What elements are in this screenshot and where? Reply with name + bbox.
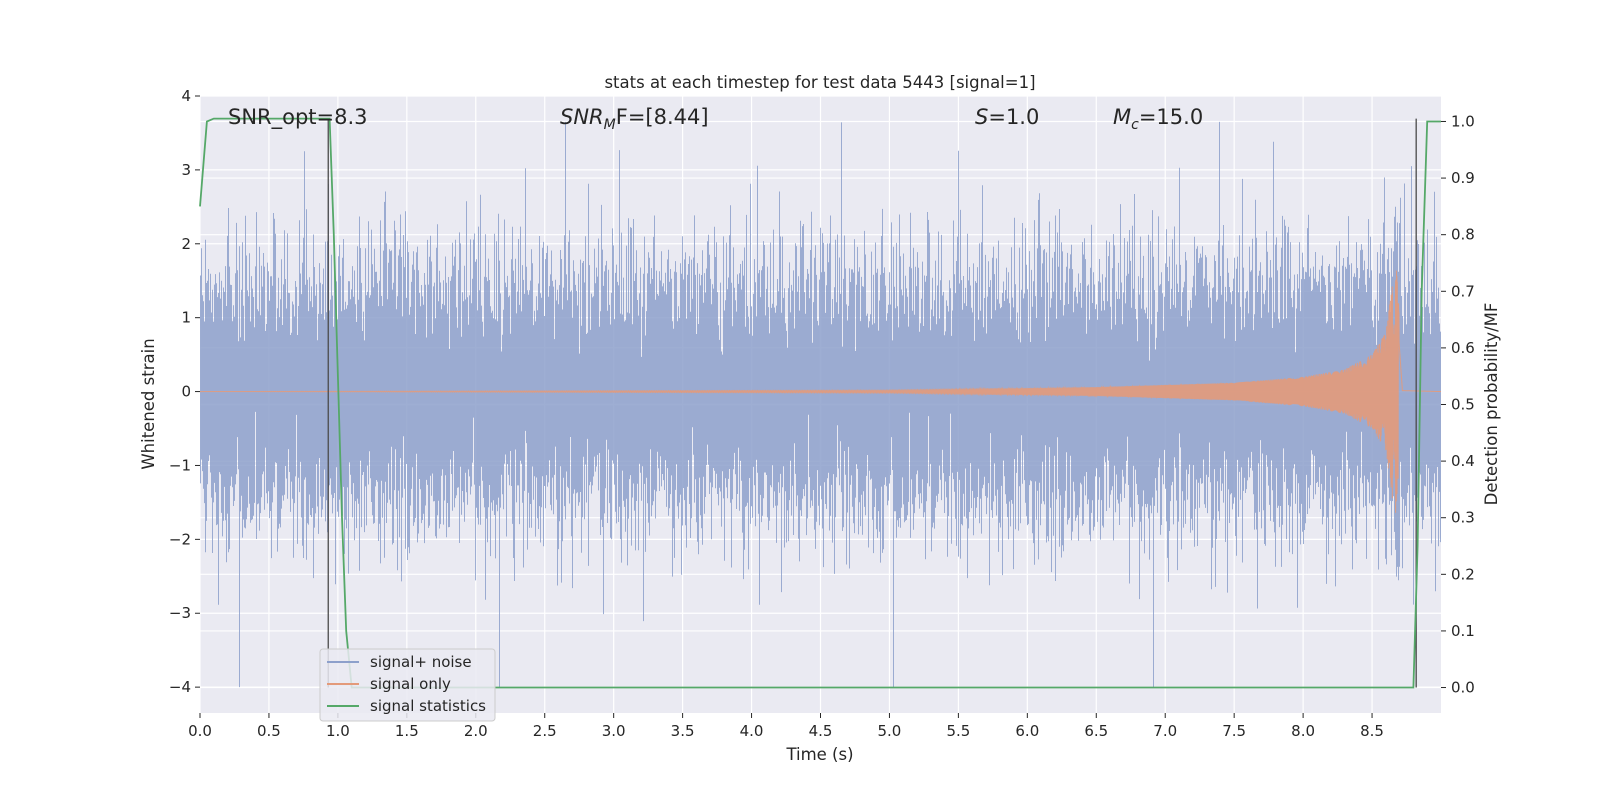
y-tick-label: −4 [169, 678, 191, 696]
x-tick-label: 2.5 [533, 722, 557, 740]
x-tick-label: 3.5 [671, 722, 695, 740]
annotation-s: S=1.0 [975, 105, 1039, 129]
y-tick-label: −2 [169, 530, 191, 548]
series-signal-statistics [199, 117, 1441, 689]
x-tick-label: 8.5 [1360, 722, 1384, 740]
y-tick-label: 0 [181, 383, 191, 401]
y-right-tick-label: 0.8 [1451, 226, 1475, 244]
x-tick-label: 5.0 [878, 722, 902, 740]
annotation-mc-var: M [1113, 105, 1131, 129]
legend-label-signal-plus-noise: signal+ noise [370, 653, 472, 671]
y-tick-label: −1 [169, 456, 191, 474]
x-tick-label: 5.5 [946, 722, 970, 740]
y-tick-label: 1 [181, 309, 191, 327]
x-tick-label: 7.5 [1222, 722, 1246, 740]
annotation-mc: Mc=15.0 [1113, 105, 1203, 133]
annotation-snr-mf-sub: M [604, 117, 616, 133]
x-tick-label: 4.0 [740, 722, 764, 740]
axis-ticks: 0.0 0.5 1.0 1.5 2.0 2.5 3.0 3.5 4.0 4.5 5.0 5.5 6.0 6… [169, 87, 1475, 740]
y-tick-label: 2 [181, 235, 191, 253]
series-signal-plus-noise [200, 121, 1441, 688]
x-tick-label: 1.0 [326, 722, 350, 740]
y-right-tick-label: 0.6 [1451, 339, 1475, 357]
chart-title: stats at each timestep for test data 544… [604, 73, 1035, 92]
y-right-tick-label: 0.1 [1451, 622, 1475, 640]
signal-plus-noise-trace [200, 121, 1441, 688]
signal-only-trace [200, 270, 1441, 513]
y-right-tick-label: 0.4 [1451, 452, 1475, 470]
y-tick-label: −3 [169, 604, 191, 622]
legend-label-signal-statistics: signal statistics [370, 697, 486, 715]
x-tick-label: 4.5 [809, 722, 833, 740]
x-tick-label: 0.5 [257, 722, 281, 740]
y-axis-title: Whitened strain [139, 338, 158, 469]
y-right-tick-label: 0.3 [1451, 509, 1475, 527]
annotation-mc-rest: =15.0 [1139, 105, 1203, 129]
legend: signal+ noise signal only signal statist… [319, 648, 496, 722]
y-tick-label: 3 [181, 161, 191, 179]
annotation-s-var: S [975, 105, 988, 129]
annotation-snr-mf-var: SNR [560, 105, 604, 129]
x-tick-label: 3.0 [602, 722, 626, 740]
y-right-tick-label: 0.9 [1451, 169, 1475, 187]
x-tick-label: 7.0 [1153, 722, 1177, 740]
legend-box [319, 648, 496, 722]
x-axis-title: Time (s) [785, 745, 853, 764]
series-signal-only [200, 270, 1441, 513]
y-right-axis-title: Detection probability/MF [1482, 303, 1501, 506]
x-tick-label: 1.5 [395, 722, 419, 740]
legend-label-signal-only: signal only [370, 675, 451, 693]
annotation-snr-mf-rest: F=[8.44] [616, 105, 709, 129]
annotation-snr-opt: SNR_opt=8.3 [228, 105, 368, 130]
annotation-s-rest: =1.0 [988, 105, 1039, 129]
x-tick-label: 0.0 [188, 722, 212, 740]
annotation-snr-mf: SNRMF=[8.44] [560, 105, 709, 133]
signal-statistics-line [199, 117, 1441, 689]
y-right-tick-label: 0.2 [1451, 565, 1475, 583]
y-right-tick-label: 0.0 [1451, 679, 1475, 697]
y-tick-label: 4 [181, 87, 191, 105]
y-right-tick-label: 0.7 [1451, 282, 1475, 300]
x-tick-label: 8.0 [1291, 722, 1315, 740]
y-right-tick-label: 0.5 [1451, 396, 1475, 414]
x-tick-label: 6.5 [1084, 722, 1108, 740]
x-tick-label: 2.0 [464, 722, 488, 740]
annotation-mc-sub: c [1131, 117, 1139, 133]
y-right-tick-label: 1.0 [1451, 112, 1475, 130]
x-tick-label: 6.0 [1015, 722, 1039, 740]
